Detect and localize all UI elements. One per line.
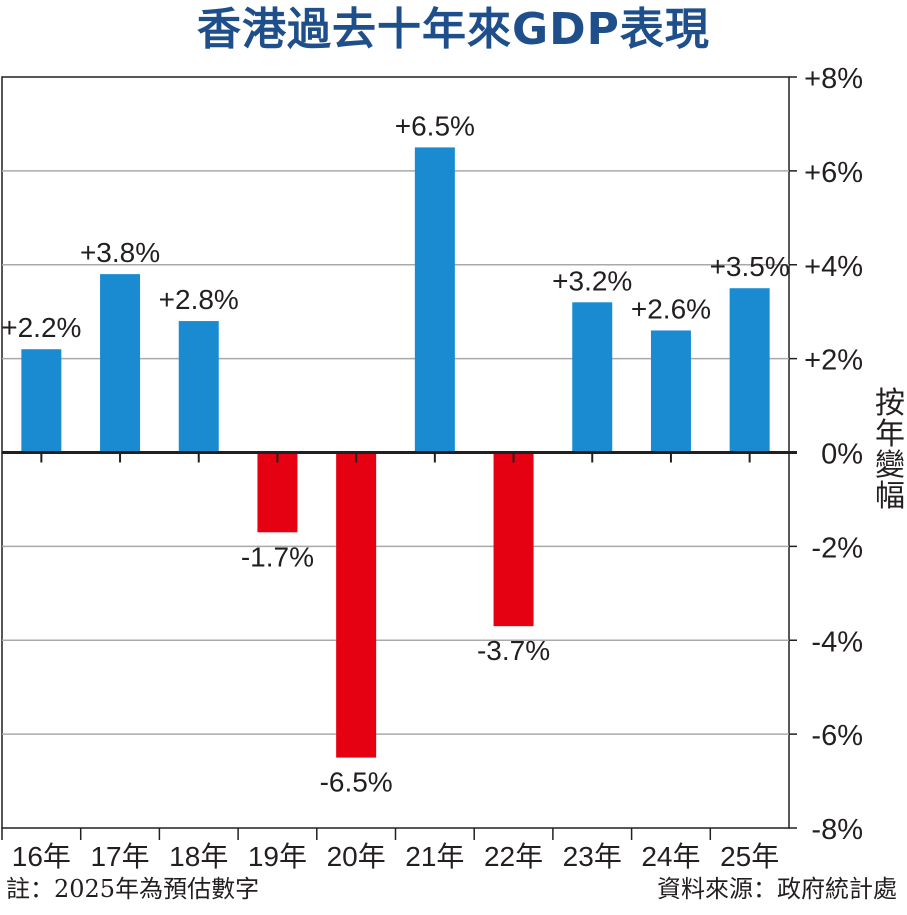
bar: [257, 452, 298, 533]
bar: [21, 349, 62, 453]
y-tick-label: -8%: [811, 814, 863, 846]
bars: [21, 147, 770, 758]
data-label: -6.5%: [320, 767, 393, 798]
y-axis: +8% +6% +4% +2% 0% -2% -4% -6% -8%: [789, 63, 863, 846]
source-note: 資料來源：政府統計處: [657, 875, 897, 903]
x-tick-label: 21年: [405, 841, 464, 872]
data-label: +3.2%: [552, 265, 632, 296]
bar: [650, 330, 691, 453]
data-label: +6.5%: [395, 110, 475, 141]
y-tick-label: -4%: [811, 626, 863, 658]
bar: [572, 302, 613, 453]
bar: [336, 452, 377, 758]
x-tick-label: 23年: [563, 841, 622, 872]
y-tick-label: -6%: [811, 720, 863, 752]
x-tick-label: 18年: [169, 841, 228, 872]
footnote: 註：2025年為預估數字: [6, 875, 260, 903]
x-axis: 16年 17年 18年 19年 20年 21年 22年 23年 24年 25年: [1, 828, 779, 872]
data-label: -3.7%: [477, 635, 550, 666]
bar: [178, 321, 219, 453]
y-axis-title: 按年變幅: [875, 386, 905, 514]
bar: [493, 452, 534, 627]
data-label: +3.5%: [710, 251, 790, 282]
bar: [100, 274, 141, 453]
x-tick-label: 16年: [12, 841, 71, 872]
bar: [414, 147, 455, 453]
x-tick-label: 25年: [720, 841, 779, 872]
x-tick-label: 20年: [327, 841, 386, 872]
y-tick-label: +4%: [804, 251, 863, 283]
data-label: -1.7%: [241, 541, 314, 572]
zero-axis: [2, 451, 797, 463]
y-tick-label: -2%: [811, 532, 863, 564]
data-labels: +2.2% +3.8% +2.8% -1.7% -6.5% +6.5% -3.7% +3.2%…: [1, 110, 789, 797]
data-label: +2.6%: [631, 293, 711, 324]
y-tick-label: +2%: [804, 345, 863, 377]
data-label: +2.2%: [1, 312, 81, 343]
x-tick-label: 17年: [90, 841, 149, 872]
y-tick-label: +8%: [804, 63, 863, 95]
x-tick-label: 22年: [484, 841, 543, 872]
y-tick-label: 0%: [821, 439, 863, 471]
x-tick-label: 24年: [641, 841, 700, 872]
data-label: +3.8%: [80, 237, 160, 268]
x-tick-label: 19年: [248, 841, 307, 872]
bar: [729, 288, 770, 453]
data-label: +2.8%: [159, 284, 239, 315]
y-tick-label: +6%: [804, 157, 863, 189]
chart-title: 香港過去十年來GDP表現: [197, 4, 710, 55]
